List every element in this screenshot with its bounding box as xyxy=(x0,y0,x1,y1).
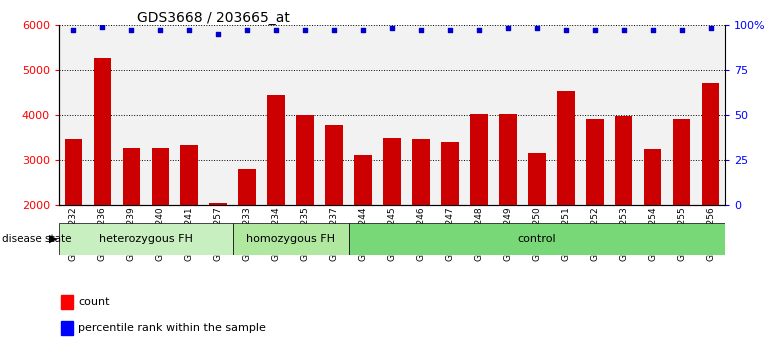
Bar xyxy=(93,58,111,296)
Point xyxy=(444,27,456,33)
Bar xyxy=(180,145,198,296)
Bar xyxy=(233,223,349,255)
Bar xyxy=(60,295,72,309)
Bar xyxy=(59,223,233,255)
Point xyxy=(357,27,369,33)
Point xyxy=(241,27,253,33)
Bar xyxy=(470,114,488,296)
Point xyxy=(415,27,427,33)
Point xyxy=(299,27,311,33)
Bar xyxy=(238,169,256,296)
Bar xyxy=(702,84,720,296)
Point xyxy=(183,27,195,33)
Bar xyxy=(586,119,604,296)
Point xyxy=(647,27,659,33)
Bar xyxy=(528,153,546,296)
Point xyxy=(125,27,137,33)
Point xyxy=(531,25,543,31)
Point xyxy=(154,27,166,33)
Text: homozygous FH: homozygous FH xyxy=(246,234,335,244)
Text: heterozygous FH: heterozygous FH xyxy=(99,234,193,244)
Bar xyxy=(354,155,372,296)
Bar xyxy=(209,202,227,296)
Point xyxy=(270,27,282,33)
Bar xyxy=(296,115,314,296)
Bar xyxy=(64,138,82,296)
Point xyxy=(502,25,514,31)
Bar xyxy=(122,148,140,296)
Bar xyxy=(673,119,691,296)
Point xyxy=(676,27,688,33)
Text: GDS3668 / 203665_at: GDS3668 / 203665_at xyxy=(137,11,290,25)
Point xyxy=(589,27,601,33)
Bar xyxy=(441,142,459,296)
Text: count: count xyxy=(78,297,110,307)
Bar xyxy=(325,125,343,296)
Bar xyxy=(349,223,725,255)
Point xyxy=(560,27,572,33)
Bar xyxy=(383,138,401,296)
Text: percentile rank within the sample: percentile rank within the sample xyxy=(78,323,267,333)
Bar xyxy=(267,95,285,296)
Bar xyxy=(60,321,72,335)
Point xyxy=(67,27,79,33)
Bar xyxy=(151,148,169,296)
Point xyxy=(473,27,485,33)
Point xyxy=(212,31,224,37)
Bar xyxy=(499,114,517,296)
Bar xyxy=(557,91,575,296)
Point xyxy=(618,27,630,33)
Text: disease state: disease state xyxy=(2,234,71,244)
Point xyxy=(705,25,717,31)
Bar xyxy=(615,116,633,296)
Text: ▶: ▶ xyxy=(49,234,57,244)
Point xyxy=(386,25,398,31)
Point xyxy=(328,27,340,33)
Point xyxy=(96,24,108,29)
Text: control: control xyxy=(517,234,556,244)
Bar xyxy=(412,138,430,296)
Bar xyxy=(644,149,662,296)
